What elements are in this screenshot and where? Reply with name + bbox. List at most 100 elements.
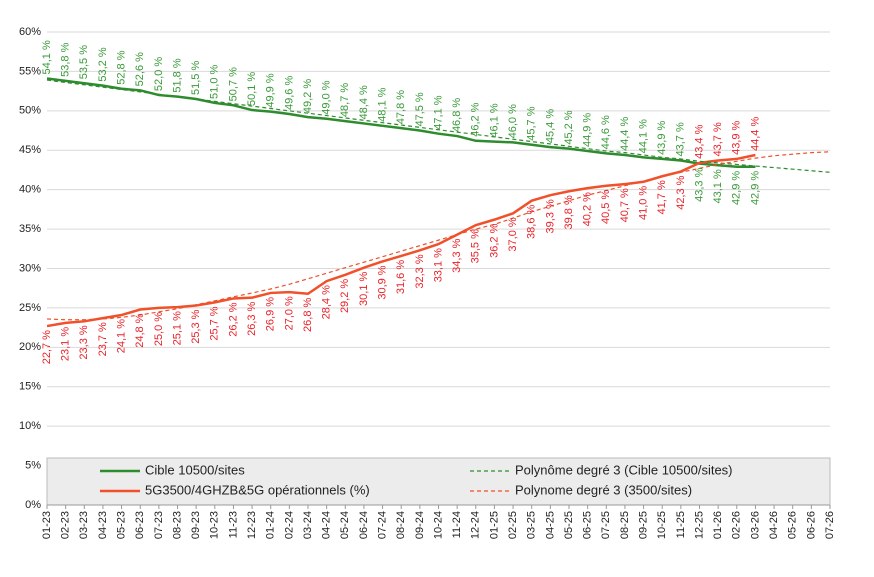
value-label: 43,9 % bbox=[656, 120, 668, 154]
value-label: 31,6 % bbox=[395, 260, 407, 294]
x-tick-label: 07-25 bbox=[600, 511, 612, 539]
x-tick-label: 10-24 bbox=[432, 511, 444, 539]
y-tick-label: 20% bbox=[19, 341, 41, 353]
value-label: 25,7 % bbox=[209, 306, 221, 340]
value-label: 44,9 % bbox=[582, 113, 594, 147]
legend-label: 5G3500/4GHZB&5G opérationnels (%) bbox=[145, 482, 370, 497]
x-tick-label: 04-25 bbox=[544, 511, 556, 539]
value-label: 34,3 % bbox=[451, 238, 463, 272]
value-label: 46,2 % bbox=[470, 102, 482, 136]
x-tick-label: 04-24 bbox=[321, 511, 333, 539]
x-tick-label: 06-26 bbox=[805, 511, 817, 539]
x-tick-label: 04-23 bbox=[97, 511, 109, 539]
x-tick-label: 03-26 bbox=[749, 511, 761, 539]
x-tick-label: 06-25 bbox=[582, 511, 594, 539]
x-tick-label: 01-23 bbox=[41, 511, 53, 539]
value-label: 37,0 % bbox=[507, 217, 519, 251]
value-label: 44,4 % bbox=[619, 117, 631, 151]
y-tick-label: 25% bbox=[19, 302, 41, 314]
value-label: 33,1 % bbox=[432, 248, 444, 282]
value-label: 25,0 % bbox=[153, 312, 165, 346]
value-label: 44,4 % bbox=[749, 117, 761, 151]
value-label: 43,7 % bbox=[675, 122, 687, 156]
x-tick-label: 06-24 bbox=[358, 511, 370, 539]
x-tick-label: 03-23 bbox=[78, 511, 90, 539]
x-tick-label: 07-24 bbox=[376, 511, 388, 539]
legend-label: Polynôme degré 3 (Cible 10500/sites) bbox=[515, 462, 733, 477]
x-tick-label: 07-23 bbox=[153, 511, 165, 539]
value-label: 23,3 % bbox=[78, 325, 90, 359]
value-label: 25,3 % bbox=[190, 309, 202, 343]
y-tick-label: 0% bbox=[25, 499, 41, 511]
value-label: 39,3 % bbox=[544, 199, 556, 233]
value-label: 40,7 % bbox=[619, 188, 631, 222]
x-tick-label: 01-25 bbox=[488, 511, 500, 539]
value-label: 54,1 % bbox=[41, 40, 53, 74]
value-label: 29,2 % bbox=[339, 279, 351, 313]
x-tick-label: 11-24 bbox=[451, 511, 463, 538]
value-label: 43,9 % bbox=[731, 120, 743, 154]
y-tick-label: 10% bbox=[19, 420, 41, 432]
x-tick-label: 11-25 bbox=[675, 511, 687, 538]
x-tick-label: 05-26 bbox=[787, 511, 799, 539]
x-tick-label: 10-23 bbox=[209, 511, 221, 539]
value-label: 27,0 % bbox=[283, 296, 295, 330]
value-label: 32,3 % bbox=[414, 254, 426, 288]
value-label: 48,1 % bbox=[376, 87, 388, 121]
x-tick-label: 11-23 bbox=[227, 511, 239, 538]
value-label: 26,8 % bbox=[302, 298, 314, 332]
value-label: 53,2 % bbox=[97, 47, 109, 81]
value-label: 45,4 % bbox=[544, 109, 556, 143]
value-label: 53,5 % bbox=[78, 45, 90, 79]
x-tick-label: 03-25 bbox=[526, 511, 538, 539]
x-tick-label: 01-26 bbox=[712, 511, 724, 539]
value-label: 43,1 % bbox=[712, 169, 724, 203]
value-label: 41,0 % bbox=[637, 186, 649, 220]
y-tick-label: 40% bbox=[19, 184, 41, 196]
value-label: 42,9 % bbox=[731, 171, 743, 205]
y-tick-label: 45% bbox=[19, 144, 41, 156]
x-tick-label: 08-24 bbox=[395, 511, 407, 539]
value-label: 49,6 % bbox=[283, 76, 295, 110]
value-label: 48,7 % bbox=[339, 83, 351, 117]
x-tick-label: 05-25 bbox=[563, 511, 575, 539]
legend-label: Cible 10500/sites bbox=[145, 462, 245, 477]
value-label: 30,1 % bbox=[358, 271, 370, 305]
x-tick-label: 12-23 bbox=[246, 511, 258, 539]
value-label: 52,6 % bbox=[134, 52, 146, 86]
series-line bbox=[46, 153, 756, 328]
value-label: 44,6 % bbox=[600, 115, 612, 149]
value-label: 52,0 % bbox=[153, 57, 165, 91]
value-label: 23,7 % bbox=[97, 322, 109, 356]
x-tick-label: 07-26 bbox=[824, 511, 836, 539]
value-label: 47,5 % bbox=[414, 92, 426, 126]
value-label: 46,1 % bbox=[488, 103, 500, 137]
value-label: 52,8 % bbox=[115, 50, 127, 84]
value-label: 43,4 % bbox=[693, 124, 705, 158]
value-label: 24,8 % bbox=[134, 313, 146, 347]
value-label: 53,8 % bbox=[60, 42, 72, 76]
x-tick-label: 12-24 bbox=[470, 511, 482, 539]
value-label: 40,2 % bbox=[582, 192, 594, 226]
value-label: 50,7 % bbox=[227, 67, 239, 101]
x-tick-label: 02-24 bbox=[283, 511, 295, 539]
value-label: 50,1 % bbox=[246, 72, 258, 106]
value-label: 22,7 % bbox=[41, 330, 53, 364]
value-label: 45,2 % bbox=[563, 110, 575, 144]
value-label: 44,1 % bbox=[637, 119, 649, 153]
x-tick-label: 09-25 bbox=[637, 511, 649, 539]
legend-label: Polynome degré 3 (3500/sites) bbox=[515, 482, 692, 497]
value-label: 41,7 % bbox=[656, 180, 668, 214]
value-label: 28,4 % bbox=[321, 285, 333, 319]
x-tick-label: 05-23 bbox=[115, 511, 127, 539]
value-label: 23,1 % bbox=[60, 327, 72, 361]
value-label: 47,1 % bbox=[432, 95, 444, 129]
value-label: 40,5 % bbox=[600, 190, 612, 224]
legend-box bbox=[46, 457, 831, 506]
y-tick-label: 35% bbox=[19, 223, 41, 235]
value-label: 45,7 % bbox=[526, 106, 538, 140]
value-label: 42,9 % bbox=[749, 171, 761, 205]
value-label: 30,9 % bbox=[376, 265, 388, 299]
x-tick-label: 02-26 bbox=[731, 511, 743, 539]
